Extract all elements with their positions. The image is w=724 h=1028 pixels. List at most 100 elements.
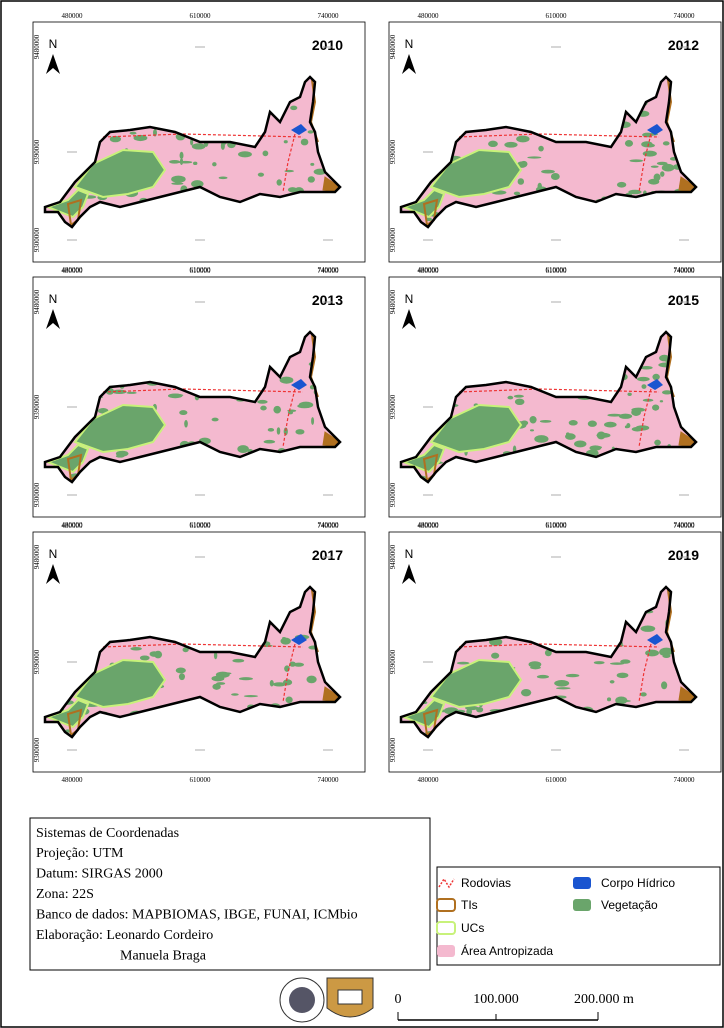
map-panel: 2013 N 480000 480000 610000 610000 740000 74000… — [32, 267, 366, 529]
vegetation-patch — [618, 413, 633, 419]
x-coordinate-label: 480000 — [62, 267, 84, 275]
vegetation-patch — [544, 649, 552, 657]
x-coordinate-label: 480000 — [418, 12, 440, 20]
uc-area — [429, 148, 523, 199]
x-coordinate-label: 480000 — [418, 521, 440, 529]
vegetation-patch — [220, 141, 225, 150]
vegetation-patch — [615, 696, 628, 705]
water — [647, 634, 663, 645]
info-line: Manuela Braga — [120, 949, 207, 964]
vegetation-patch — [184, 420, 188, 428]
x-coordinate-label: 480000 — [62, 776, 84, 784]
vegetation-patch — [640, 625, 656, 632]
water — [291, 124, 307, 135]
x-coordinate-label: 740000 — [318, 267, 340, 275]
vegetation-patch — [528, 661, 542, 668]
vegetation-patch — [529, 429, 534, 432]
north-arrow — [402, 54, 416, 74]
vegetation-patch — [606, 697, 612, 702]
vegetation-patch — [218, 176, 228, 180]
basin-outline — [399, 75, 698, 229]
vegetation-patch — [269, 680, 274, 687]
uc-area — [73, 658, 167, 709]
vegetation-patch — [295, 429, 305, 435]
vegetation-patch — [616, 672, 629, 679]
north-label: N — [405, 292, 414, 306]
vegetation-patch — [520, 160, 528, 167]
vegetation-patch — [517, 178, 525, 185]
x-coordinate-label: 610000 — [546, 521, 568, 529]
vegetation-patch — [167, 393, 183, 399]
vegetation-patch — [300, 138, 309, 146]
vegetation-patch — [662, 141, 670, 146]
vegetation-patch — [645, 649, 660, 657]
vegetation-patch — [169, 159, 181, 164]
x-coordinate-label: 740000 — [674, 266, 696, 274]
vegetation-patch — [171, 175, 186, 183]
vegetation-patch — [642, 150, 657, 157]
x-coordinate-label: 740000 — [318, 522, 340, 530]
water — [647, 124, 663, 135]
logo — [289, 987, 315, 1013]
vegetation-patch — [276, 179, 282, 186]
y-coordinate-label: 9390000 — [33, 139, 41, 164]
vegetation-patch — [648, 178, 660, 185]
legend-label: Área Antropizada — [461, 943, 553, 958]
scale-label: 200.000 m — [574, 992, 634, 1007]
vegetation-patch — [536, 674, 550, 679]
uc-area — [429, 403, 523, 454]
vegetation-patch — [211, 675, 225, 682]
vegetation-patch — [607, 413, 622, 417]
x-coordinate-label: 740000 — [318, 12, 340, 20]
vegetation-patch — [178, 673, 185, 681]
y-coordinate-label: 9300000 — [33, 737, 41, 762]
x-coordinate-label: 740000 — [318, 776, 340, 784]
vegetation-patch — [297, 404, 312, 409]
vegetation-patch — [635, 425, 650, 431]
vegetation-patch — [491, 652, 500, 659]
uc-area — [429, 658, 523, 709]
basin-outline — [43, 330, 342, 484]
vegetation-patch — [627, 392, 632, 397]
x-coordinate-label: 740000 — [674, 267, 696, 275]
vegetation-patch — [565, 673, 580, 678]
vegetation-patch — [659, 648, 668, 656]
vegetation-patch — [238, 151, 252, 158]
vegetation-patch — [541, 169, 555, 174]
vegetation-patch — [243, 694, 259, 698]
vegetation-patch — [656, 161, 668, 166]
vegetation-patch — [465, 705, 479, 711]
x-coordinate-label: 740000 — [674, 12, 696, 20]
vegetation-patch — [109, 135, 122, 143]
x-coordinate-label: 610000 — [190, 522, 212, 530]
uc-area — [73, 403, 167, 454]
vegetation-patch — [604, 421, 617, 428]
x-coordinate-label: 480000 — [418, 522, 440, 530]
legend-label: TIs — [461, 898, 478, 912]
vegetation-patch — [179, 158, 184, 166]
vegetation-patch — [191, 180, 204, 188]
vegetation-patch — [130, 646, 142, 651]
vegetation-patch — [661, 681, 668, 690]
north-arrow — [46, 54, 60, 74]
vegetation-patch — [626, 423, 631, 429]
vegetation-patch — [640, 692, 647, 697]
y-coordinate-label: 9480000 — [33, 34, 41, 59]
y-coordinate-label: 9390000 — [389, 394, 397, 419]
vegetation-patch — [212, 683, 221, 690]
north-arrow — [402, 564, 416, 584]
vegetation-patch — [211, 417, 219, 422]
vegetation-patch — [514, 398, 525, 406]
basin-outline — [43, 585, 342, 739]
y-coordinate-label: 9300000 — [389, 482, 397, 507]
vegetation-patch — [513, 191, 521, 196]
vegetation-patch — [616, 181, 627, 188]
x-coordinate-label: 740000 — [674, 776, 696, 784]
vegetation-patch — [513, 394, 524, 398]
logos — [279, 977, 374, 1023]
vegetation-patch — [263, 439, 276, 444]
vegetation-patch — [556, 687, 571, 690]
vegetation-patch — [539, 420, 552, 423]
x-coordinate-label: 480000 — [62, 266, 84, 274]
